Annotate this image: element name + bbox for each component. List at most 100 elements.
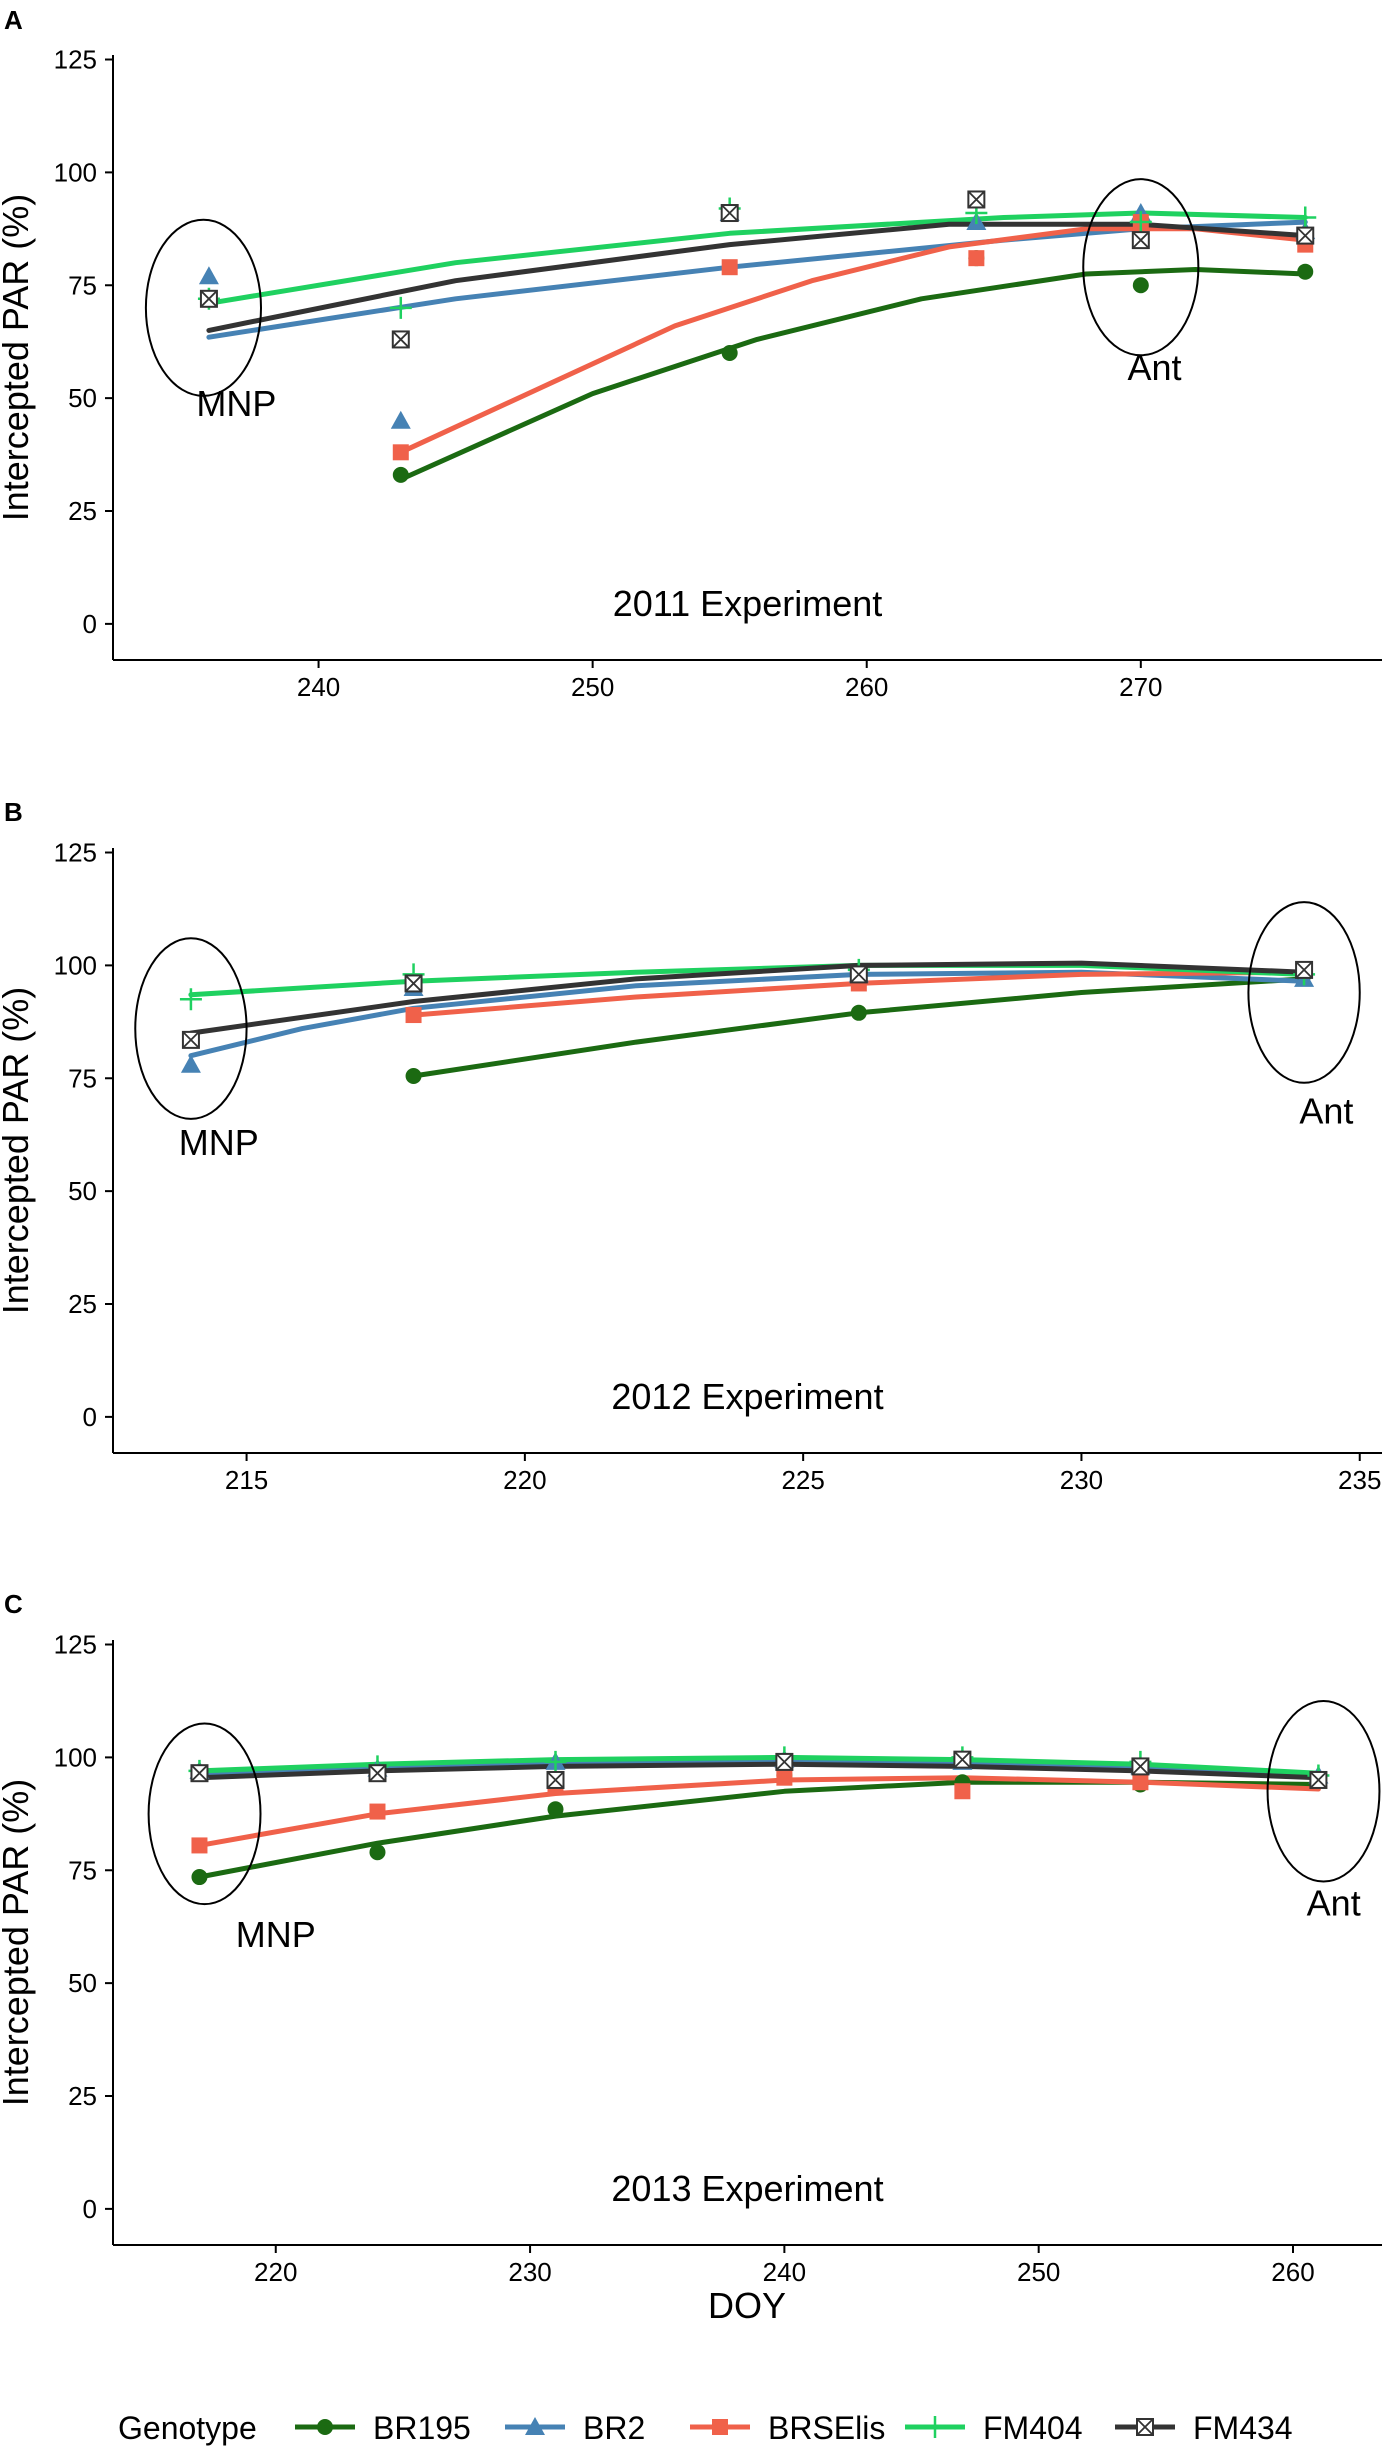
- data-point-fm434: [546, 1770, 565, 1789]
- data-point-brselis: [369, 1803, 386, 1820]
- data-point-brselis: [392, 444, 409, 461]
- annotation-ellipse-ant: [1266, 1699, 1381, 1883]
- data-point-fm434: [720, 204, 739, 223]
- data-point-fm434: [368, 1764, 387, 1783]
- data-point-fm404: [389, 296, 412, 319]
- y-tick-label: 50: [68, 383, 97, 413]
- x-axis-title: DOY: [708, 2285, 786, 2326]
- data-point-br2: [198, 266, 219, 285]
- y-axis-title: Intercepted PAR (%): [0, 194, 36, 521]
- annotation-label-ant: Ant: [1307, 1882, 1361, 1923]
- data-point-brselis: [776, 1769, 793, 1786]
- y-axis-title: Intercepted PAR (%): [0, 1779, 36, 2106]
- legend-item-fm434: FM434: [1115, 2410, 1293, 2446]
- legend-label: BR195: [373, 2410, 471, 2446]
- annotation-label-ant: Ant: [1127, 347, 1181, 388]
- y-tick-label: 0: [83, 2194, 97, 2224]
- data-point-fm434: [1131, 1757, 1150, 1776]
- panel-label: C: [4, 1589, 23, 1619]
- x-tick-label: 230: [508, 2257, 551, 2287]
- annotation-label-mnp: MNP: [236, 1914, 316, 1955]
- y-tick-label: 25: [68, 2081, 97, 2111]
- y-tick-label: 100: [54, 1742, 97, 1772]
- data-point-fm434: [1295, 960, 1314, 979]
- y-tick-label: 125: [54, 838, 97, 868]
- x-tick-label: 260: [845, 672, 888, 702]
- legend-item-br195: BR195: [295, 2410, 471, 2446]
- y-tick-label: 75: [68, 1855, 97, 1885]
- annotation-ellipse-mnp: [134, 937, 248, 1120]
- fit-line-fm404: [206, 210, 1308, 306]
- data-point-fm434: [391, 330, 410, 349]
- legend-key-marker: [712, 2419, 728, 2435]
- panel-b: B 0 25 50 75 100 125 215 220 225 230 235 Intercepted…: [0, 797, 1382, 1495]
- y-tick-label: 100: [54, 157, 97, 187]
- x-tick-label: 225: [781, 1465, 824, 1495]
- legend-label: FM404: [983, 2410, 1083, 2446]
- annotation-label-mnp: MNP: [196, 383, 276, 424]
- x-tick-label: 250: [571, 672, 614, 702]
- data-point-fm434: [1131, 231, 1150, 250]
- y-tick-label: 50: [68, 1176, 97, 1206]
- y-axis-title: Intercepted PAR (%): [0, 987, 36, 1314]
- x-tick-label: 235: [1338, 1465, 1381, 1495]
- x-tick-label: 215: [225, 1465, 268, 1495]
- data-point-fm434: [849, 965, 868, 984]
- data-point-fm434: [775, 1752, 794, 1771]
- panel-label: B: [4, 797, 23, 827]
- data-point-br195: [547, 1801, 564, 1818]
- y-tick-label: 50: [68, 1968, 97, 1998]
- annotation-label-mnp: MNP: [179, 1122, 259, 1163]
- data-point-fm434: [190, 1764, 209, 1783]
- data-point-brselis: [405, 1007, 422, 1024]
- x-tick-label: 250: [1017, 2257, 1060, 2287]
- panel-caption: 2011 Experiment: [613, 583, 883, 624]
- data-point-fm404: [544, 1750, 567, 1773]
- fit-line-fm434: [188, 960, 1307, 1036]
- x-tick-label: 240: [297, 672, 340, 702]
- annotation-ellipse-ant: [1082, 178, 1200, 357]
- annotation-ellipse-ant: [1247, 901, 1361, 1084]
- data-point-br195: [721, 344, 738, 361]
- y-tick-label: 75: [68, 1063, 97, 1093]
- data-point-fm434: [967, 190, 986, 209]
- data-point-brselis: [191, 1837, 208, 1854]
- data-point-br195: [405, 1068, 422, 1085]
- data-point-fm434: [1309, 1770, 1328, 1789]
- fit-line-fm434: [206, 221, 1308, 333]
- data-point-br2: [390, 410, 411, 429]
- legend-key-marker: [924, 2416, 946, 2438]
- legend-key-marker: [1136, 2418, 1154, 2436]
- legend-item-brselis: BRSElis: [690, 2410, 885, 2446]
- data-point-brselis: [721, 259, 738, 276]
- data-point-br2: [180, 1054, 201, 1073]
- legend-key-marker: [525, 2417, 545, 2435]
- legend-item-br2: BR2: [505, 2410, 645, 2446]
- data-point-brselis: [1132, 1774, 1149, 1791]
- legend-label: BR2: [583, 2410, 645, 2446]
- data-point-br195: [191, 1869, 208, 1886]
- data-point-fm434: [953, 1750, 972, 1769]
- annotation-label-ant: Ant: [1299, 1090, 1353, 1131]
- y-tick-label: 25: [68, 1289, 97, 1319]
- data-point-br195: [392, 466, 409, 483]
- panel-a: A 0 25 50 75 100 125 240 250 260 270 Intercepted PA…: [0, 5, 1382, 702]
- legend-label: BRSElis: [768, 2410, 885, 2446]
- panel-c: C 0 25 50 75 100 125 220 230 240 250 260 Intercepted…: [0, 1589, 1382, 2287]
- data-point-brselis: [968, 250, 985, 267]
- y-tick-label: 125: [54, 1630, 97, 1660]
- x-tick-label: 270: [1119, 672, 1162, 702]
- panel-caption: 2012 Experiment: [611, 1376, 883, 1417]
- data-point-br195: [369, 1844, 386, 1861]
- data-point-br195: [1297, 263, 1314, 280]
- panel-label: A: [4, 5, 23, 35]
- data-point-fm404: [179, 988, 202, 1011]
- y-tick-label: 25: [68, 496, 97, 526]
- data-point-br195: [850, 1004, 867, 1021]
- legend-title: Genotype: [118, 2410, 257, 2446]
- y-tick-label: 0: [83, 609, 97, 639]
- data-point-fm404: [1294, 206, 1317, 229]
- y-tick-label: 75: [68, 270, 97, 300]
